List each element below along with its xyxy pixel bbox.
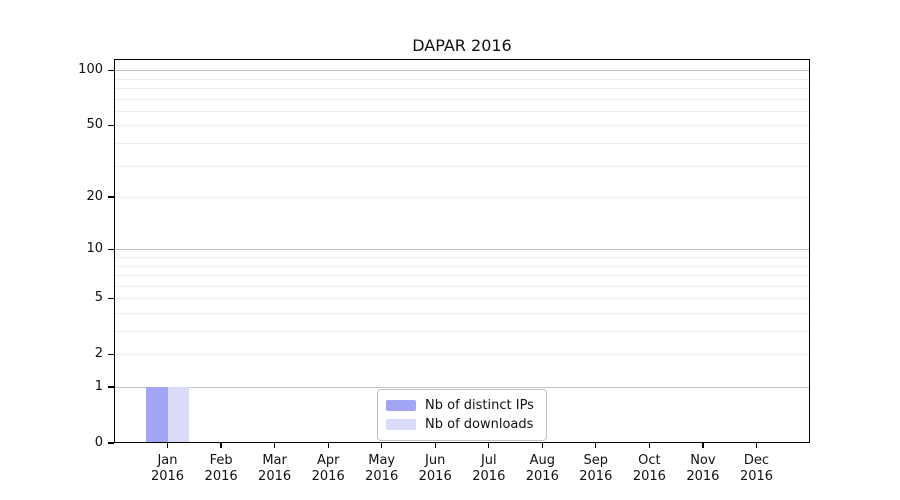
gridline-y-10 [114, 249, 810, 251]
gridline-y-80 [114, 88, 810, 89]
x-tick-label: Oct 2016 [632, 453, 666, 484]
gridline-y-7 [114, 275, 810, 276]
x-tick [702, 443, 704, 448]
plot-area [114, 59, 810, 443]
x-tick [541, 443, 543, 448]
gridline-y-8 [114, 265, 810, 267]
x-tick [755, 443, 758, 448]
gridline-y-90 [114, 78, 810, 80]
y-tick [108, 69, 114, 71]
gridline-y-1 [114, 387, 810, 388]
x-tick-label: Feb 2016 [204, 453, 238, 484]
legend-item-downloads: Nb of downloads [386, 416, 534, 433]
x-tick-label: May 2016 [365, 453, 399, 484]
y-tick-label: 5 [94, 290, 103, 306]
gridline-y-40 [114, 143, 810, 144]
x-tick-label: Mar 2016 [258, 453, 292, 484]
gridline-y-6 [114, 285, 810, 287]
bar-nb-of-distinct-ips-jan-2016 [145, 387, 168, 443]
gridline-y-9 [114, 257, 810, 258]
gridline-y-20 [114, 197, 810, 199]
y-tick-label: 10 [86, 241, 103, 257]
gridline-y-3 [114, 331, 810, 332]
x-tick [327, 443, 329, 448]
x-tick [273, 443, 276, 448]
y-tick-label: 100 [78, 62, 103, 78]
gridline-y-4 [114, 313, 810, 314]
gridline-y-70 [114, 98, 810, 100]
chart-title: DAPAR 2016 [412, 36, 512, 55]
y-tick-label: 0 [94, 435, 103, 450]
x-tick [648, 443, 651, 448]
plot-frame [114, 59, 810, 443]
y-tick [108, 248, 114, 250]
x-tick-label: Sep 2016 [579, 453, 613, 484]
bar-nb-of-downloads-jan-2016 [167, 387, 190, 443]
y-tick-label: 2 [94, 346, 103, 362]
y-tick [108, 386, 114, 388]
gridline-y-5 [114, 298, 810, 300]
x-tick [595, 443, 597, 448]
legend-swatch-distinct-ips-icon [386, 400, 416, 411]
x-tick-label: Jan 2016 [150, 453, 185, 484]
legend-label-downloads: Nb of downloads [425, 417, 534, 432]
x-tick [381, 443, 383, 448]
y-tick [108, 442, 114, 444]
y-tick [108, 353, 114, 355]
gridline-y-30 [114, 165, 810, 167]
x-tick-label: Aug 2016 [525, 453, 559, 484]
y-tick [108, 124, 114, 127]
x-tick-label: Dec 2016 [739, 453, 774, 484]
legend-label-distinct-ips: Nb of distinct IPs [425, 398, 534, 413]
y-tick-label: 1 [94, 379, 103, 394]
x-tick-label: Nov 2016 [686, 453, 720, 484]
x-tick [166, 443, 169, 448]
x-tick-label: Apr 2016 [311, 453, 345, 484]
y-tick [108, 297, 114, 299]
gridline-y-100 [114, 70, 810, 72]
gridline-y-60 [114, 110, 810, 112]
legend-swatch-downloads-icon [386, 419, 416, 430]
y-tick-label: 50 [86, 117, 103, 133]
x-tick [488, 443, 490, 448]
y-tick-label: 20 [86, 189, 103, 205]
gridline-y-2 [114, 354, 810, 356]
x-tick [220, 443, 222, 448]
x-tick-label: Jun 2016 [418, 453, 452, 484]
legend-item-distinct-ips: Nb of distinct IPs [386, 397, 534, 414]
x-tick-label: Jul 2016 [472, 453, 506, 484]
x-tick [434, 443, 436, 448]
y-tick [108, 196, 114, 198]
legend: Nb of distinct IPs Nb of downloads [377, 389, 547, 441]
gridline-y-50 [114, 125, 810, 127]
